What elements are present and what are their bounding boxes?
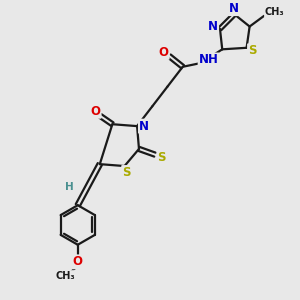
Text: O: O (159, 46, 169, 59)
Text: N: N (139, 120, 149, 133)
Text: S: S (158, 151, 166, 164)
Text: S: S (248, 44, 256, 57)
Text: CH₃: CH₃ (56, 271, 75, 281)
Text: O: O (73, 255, 83, 268)
Text: NH: NH (199, 53, 218, 67)
Text: CH₃: CH₃ (265, 7, 284, 17)
Text: N: N (229, 2, 239, 15)
Text: S: S (122, 166, 131, 179)
Text: N: N (208, 20, 218, 33)
Text: H: H (65, 182, 74, 192)
Text: O: O (91, 105, 100, 118)
